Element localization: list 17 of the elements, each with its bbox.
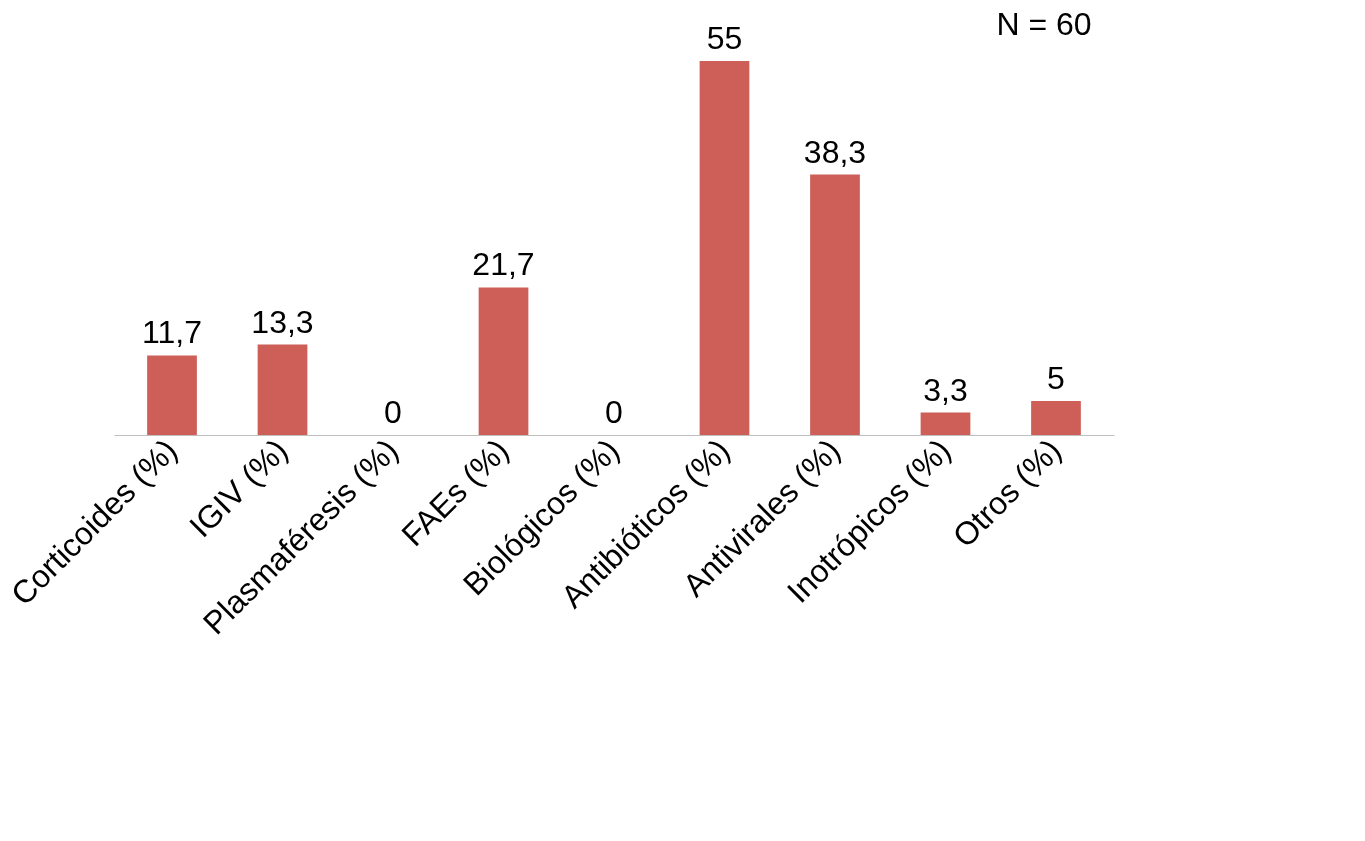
bar	[699, 61, 750, 435]
bar	[920, 412, 971, 435]
bar	[147, 355, 197, 435]
data-label: 0	[605, 394, 623, 430]
data-label: 5	[1047, 360, 1065, 397]
data-label: 0	[384, 394, 402, 430]
data-label: 11,7	[142, 314, 202, 351]
data-label: 3,3	[923, 371, 968, 408]
text: N = 60	[996, 6, 1092, 42]
bar	[478, 287, 529, 435]
data-label: 38,3	[803, 133, 867, 170]
data-label: 13,3	[251, 303, 314, 340]
data-label: 55	[706, 20, 743, 57]
bar	[810, 174, 860, 435]
bar	[1031, 401, 1081, 435]
bar	[257, 344, 308, 435]
data-label: 21,7	[472, 246, 535, 283]
